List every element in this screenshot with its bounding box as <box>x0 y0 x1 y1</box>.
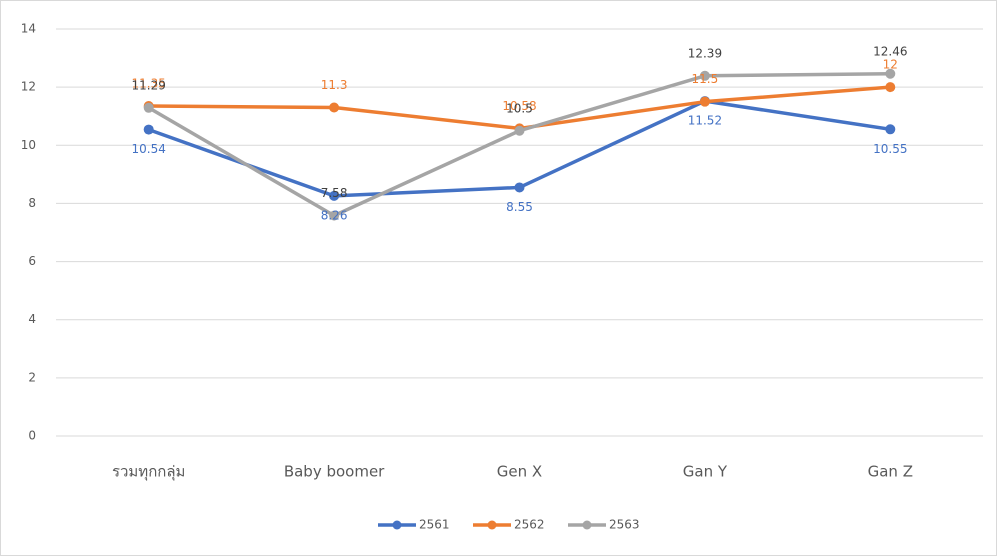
data-point <box>514 182 525 193</box>
data-label: 7.58 <box>321 186 348 200</box>
legend-marker <box>392 520 402 530</box>
x-tick-label: Gan Y <box>683 463 728 481</box>
y-tick-label: 14 <box>21 22 36 36</box>
data-label: 8.26 <box>321 208 348 222</box>
legend-label: 2561 <box>419 518 450 532</box>
data-point <box>329 210 340 221</box>
y-tick-label: 0 <box>28 429 36 443</box>
data-label: 11.52 <box>688 114 722 128</box>
data-point <box>143 102 154 113</box>
data-point <box>885 68 896 79</box>
data-point <box>329 102 340 113</box>
data-point <box>143 124 154 135</box>
y-tick-label: 4 <box>28 312 36 326</box>
data-label: 10.54 <box>132 142 166 156</box>
x-tick-label: Gen X <box>497 463 542 481</box>
y-tick-label: 6 <box>28 254 36 268</box>
data-label: 12.46 <box>873 44 907 58</box>
legend-label: 2563 <box>609 518 640 532</box>
data-label: 8.55 <box>506 200 533 214</box>
x-tick-label: Gan Z <box>868 463 913 481</box>
data-label: 11.35 <box>132 77 166 91</box>
legend-label: 2562 <box>514 518 545 532</box>
data-point <box>329 190 340 201</box>
x-tick-label: Baby boomer <box>284 463 385 481</box>
y-tick-label: 10 <box>21 138 36 152</box>
y-tick-label: 12 <box>21 80 36 94</box>
data-label: 11.3 <box>321 78 348 92</box>
y-tick-label: 8 <box>28 196 36 210</box>
data-point <box>699 96 710 107</box>
x-tick-label: รวมทุกกลุ่ม <box>112 463 186 482</box>
data-point <box>699 70 710 81</box>
data-label: 10.58 <box>502 99 536 113</box>
data-label: 11.29 <box>132 78 166 92</box>
y-tick-label: 2 <box>28 370 36 384</box>
data-point <box>885 82 896 93</box>
data-label: 12 <box>883 58 898 72</box>
data-label: 10.5 <box>506 101 533 115</box>
data-label: 10.55 <box>873 142 907 156</box>
data-label: 12.39 <box>688 46 722 60</box>
data-point <box>885 124 896 135</box>
data-point <box>514 125 525 136</box>
legend-marker <box>487 520 497 530</box>
legend-marker <box>582 520 592 530</box>
data-label: 11.5 <box>692 72 719 86</box>
